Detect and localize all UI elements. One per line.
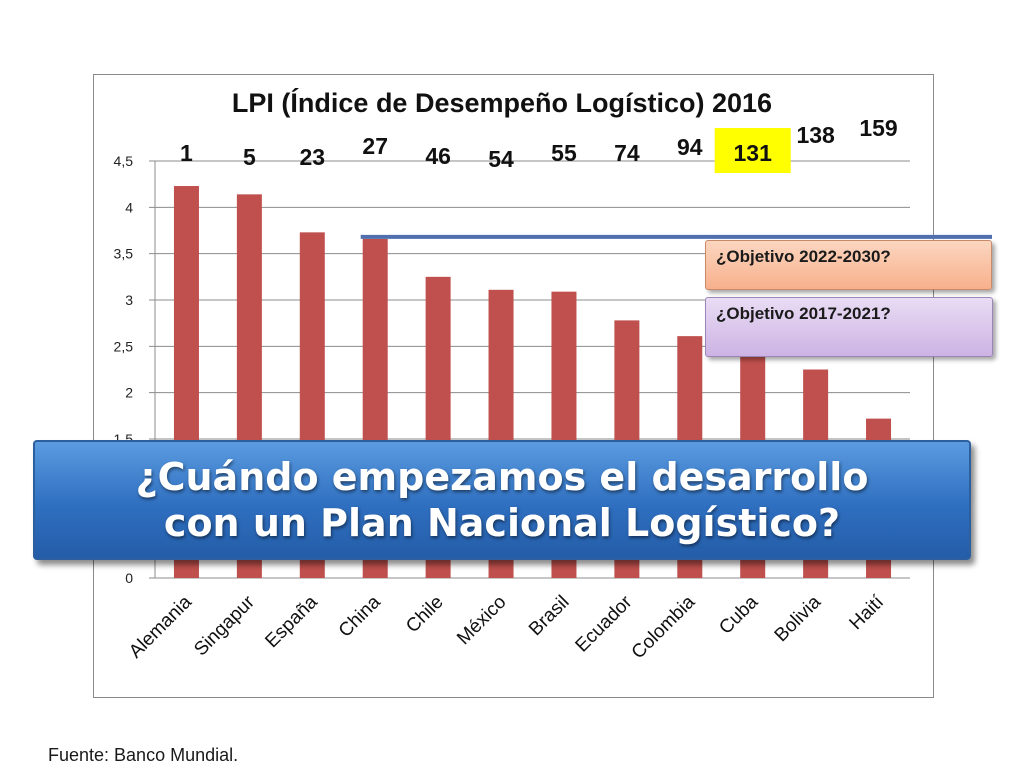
source-note: Fuente: Banco Mundial. bbox=[48, 745, 239, 765]
rank-label: 74 bbox=[614, 140, 640, 166]
objective-2017-2021-callout: ¿Objetivo 2017-2021? bbox=[705, 297, 993, 357]
rank-label: 159 bbox=[859, 115, 897, 141]
x-tick-label: Singapur bbox=[190, 591, 259, 660]
x-tick-label: México bbox=[453, 592, 510, 649]
x-tick-label: Chile bbox=[402, 592, 447, 637]
y-tick-label: 0 bbox=[125, 570, 133, 586]
rank-label: 27 bbox=[362, 133, 388, 159]
y-tick-label: 2,5 bbox=[114, 338, 134, 354]
rank-highlight bbox=[714, 128, 791, 173]
x-tick-label: Colombia bbox=[628, 591, 700, 663]
y-tick-label: 4 bbox=[125, 199, 133, 215]
rank-label: 54 bbox=[488, 146, 514, 172]
x-tick-label: China bbox=[335, 591, 385, 641]
x-tick-label: España bbox=[261, 591, 322, 652]
chart-title: LPI (Índice de Desempeño Logístico) 2016 bbox=[232, 87, 772, 118]
rank-label: 131 bbox=[734, 140, 773, 166]
rank-label: 23 bbox=[299, 144, 325, 170]
y-tick-label: 3 bbox=[125, 292, 133, 308]
y-tick-label: 3,5 bbox=[114, 246, 134, 262]
rank-label: 94 bbox=[677, 134, 703, 160]
y-tick-label: 2 bbox=[125, 385, 133, 401]
rank-label: 55 bbox=[551, 140, 577, 166]
banner-text: ¿Cuándo empezamos el desarrollo con un P… bbox=[135, 455, 869, 545]
x-tick-label: Brasil bbox=[525, 592, 573, 640]
rank-label: 1 bbox=[180, 140, 193, 166]
x-tick-label: Ecuador bbox=[572, 591, 637, 656]
x-tick-label: Cuba bbox=[715, 591, 762, 638]
x-tick-label: Haití bbox=[846, 591, 889, 634]
y-tick-label: 4,5 bbox=[114, 153, 134, 169]
rank-label: 46 bbox=[425, 143, 451, 169]
objective-2022-2030-text: ¿Objetivo 2022-2030? bbox=[716, 247, 891, 266]
plan-nacional-banner: ¿Cuándo empezamos el desarrollo con un P… bbox=[33, 440, 971, 560]
x-tick-label: Bolivia bbox=[771, 591, 826, 646]
rank-label: 138 bbox=[796, 122, 835, 148]
objective-2022-2030-callout: ¿Objetivo 2022-2030? bbox=[705, 240, 992, 290]
objective-2017-2021-text: ¿Objetivo 2017-2021? bbox=[716, 304, 891, 323]
x-tick-label: Alemania bbox=[125, 591, 196, 662]
rank-label: 5 bbox=[243, 144, 256, 170]
